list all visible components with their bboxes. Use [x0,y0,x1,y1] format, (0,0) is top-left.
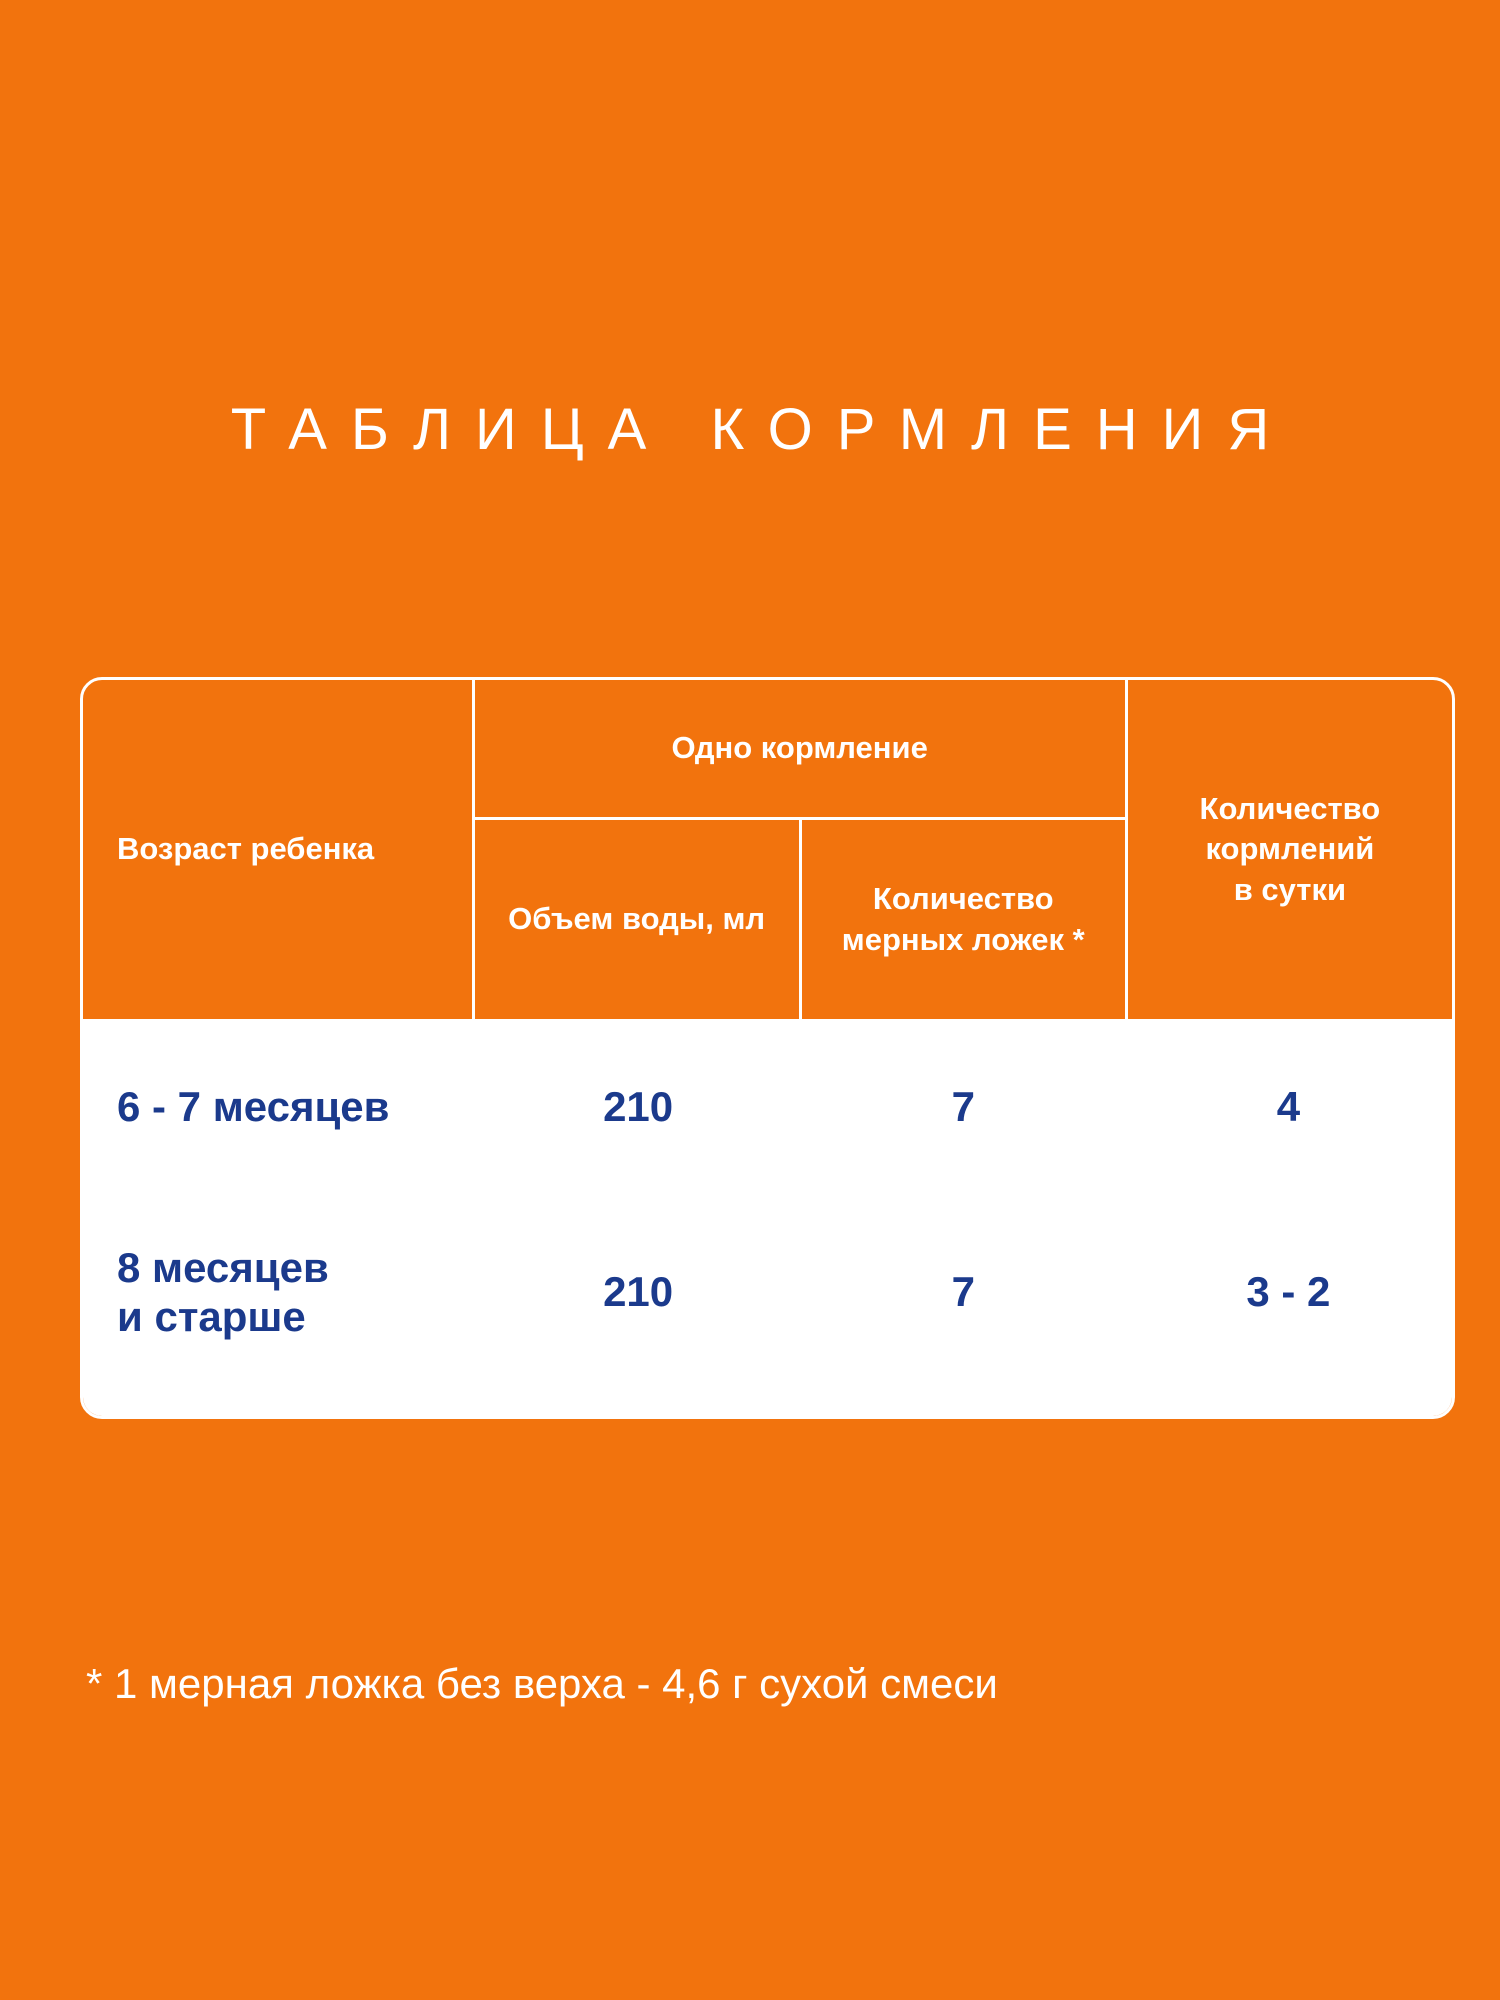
table-row-water: 210 [474,1019,802,1195]
header-child-age: Возраст ребенка [83,680,475,1019]
header-water-volume: Объем воды, мл [475,820,802,1019]
footnote: * 1 мерная ложка без верха - 4,6 г сухой… [86,1660,998,1707]
header-feedings-per-day: Количество кормлений в сутки [1124,680,1452,1019]
table-row-age: 8 месяцев и старше [83,1195,475,1416]
page-title: ТАБЛИЦА КОРМЛЕНИЯ [230,397,1294,462]
header-one-feeding: Одно кормление [474,680,1125,820]
table-row-spoons: 7 [801,1019,1125,1195]
table-row-age: 6 - 7 месяцев [83,1019,475,1195]
table-row-spoons: 7 [801,1195,1125,1416]
table-row-water: 210 [474,1195,802,1416]
table-row-feedings: 4 [1124,1019,1452,1195]
feeding-table: Возраст ребенка Одно кормление Объем вод… [80,677,1455,1419]
table-row-feedings: 3 - 2 [1124,1195,1452,1416]
header-measuring-spoons: Количество мерных ложек * [841,881,1085,957]
